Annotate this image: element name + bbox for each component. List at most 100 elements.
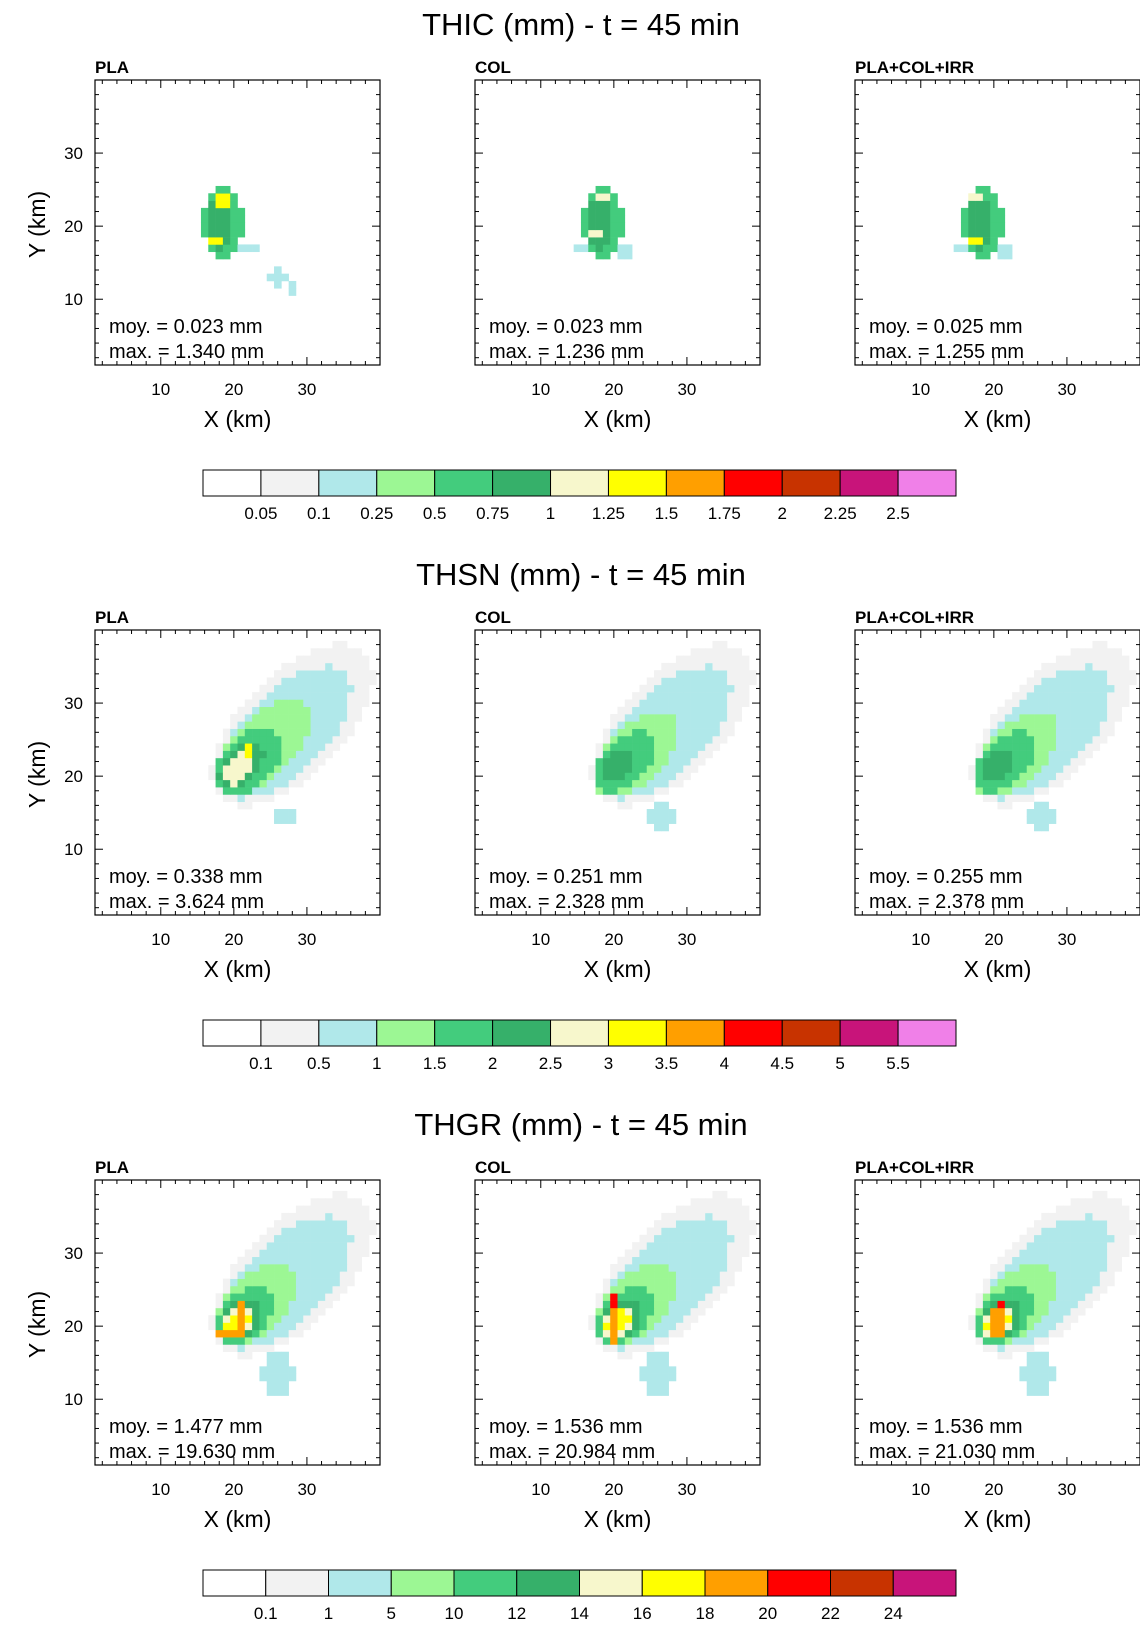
- data-cell: [347, 1264, 355, 1272]
- data-cell: [624, 714, 633, 722]
- data-cell: [654, 735, 662, 744]
- data-cell: [325, 743, 333, 751]
- data-cell: [252, 735, 260, 744]
- data-cell: [968, 1315, 976, 1323]
- data-cell: [274, 684, 282, 693]
- data-cell: [690, 757, 699, 766]
- panel-label: PLA+COL+IRR: [855, 1158, 974, 1177]
- data-cell: [654, 1285, 662, 1294]
- data-cell: [354, 1227, 363, 1236]
- data-cell: [624, 1271, 633, 1279]
- data-cell: [259, 735, 268, 744]
- data-cell: [646, 1344, 655, 1353]
- data-cell: [252, 244, 260, 253]
- field-cells: [573, 185, 633, 260]
- data-cell: [749, 1220, 757, 1228]
- data-cell: [1077, 1234, 1086, 1243]
- data-cell: [675, 1256, 684, 1265]
- data-cell: [303, 1307, 311, 1316]
- data-cell: [230, 779, 238, 788]
- data-cell: [705, 1220, 713, 1228]
- data-cell: [690, 699, 699, 708]
- data-cell: [646, 1234, 655, 1243]
- data-cell: [1129, 1227, 1137, 1236]
- data-cell: [200, 207, 209, 216]
- data-cell: [602, 728, 611, 737]
- data-cell: [266, 1256, 275, 1265]
- data-cell: [1041, 1220, 1049, 1228]
- panel-label: PLA+COL+IRR: [855, 58, 974, 77]
- data-cell: [683, 1315, 691, 1323]
- data-cell: [369, 670, 377, 678]
- data-cell: [1107, 655, 1115, 664]
- data-cell: [661, 1285, 669, 1294]
- data-cell: [1077, 1227, 1086, 1236]
- colorbar-swatch: [328, 1569, 392, 1597]
- data-cell: [610, 1300, 618, 1309]
- data-cell: [675, 655, 684, 664]
- data-cell: [288, 1315, 297, 1323]
- data-cell: [595, 750, 604, 759]
- colorbar-swatch: [781, 1019, 841, 1047]
- data-cell: [982, 1329, 991, 1338]
- data-cell: [303, 1227, 311, 1236]
- data-cell: [639, 1264, 648, 1272]
- data-cell: [1048, 699, 1057, 708]
- data-cell: [668, 1300, 677, 1309]
- data-cell: [1070, 692, 1079, 700]
- data-cell: [705, 1264, 713, 1272]
- data-cell: [968, 1322, 976, 1331]
- data-cell: [617, 1285, 626, 1294]
- data-cell: [1099, 648, 1108, 656]
- data-cell: [1041, 706, 1049, 715]
- data-cell: [610, 229, 618, 238]
- data-cell: [295, 677, 304, 686]
- colorbar-swatch: [830, 1569, 894, 1597]
- data-cell: [734, 1234, 743, 1243]
- data-cell: [1063, 662, 1071, 671]
- data-cell: [719, 728, 728, 737]
- data-cell: [1026, 1366, 1035, 1374]
- data-cell: [325, 735, 333, 744]
- data-cell: [215, 237, 224, 245]
- data-cell: [712, 1293, 721, 1301]
- data-cell: [1070, 1205, 1079, 1214]
- data-cell: [1107, 1271, 1115, 1279]
- data-cell: [266, 706, 275, 715]
- data-cell: [1077, 1198, 1086, 1206]
- data-cell: [990, 1293, 998, 1301]
- data-cell: [266, 273, 275, 282]
- colorbar-label: 1: [324, 1604, 333, 1623]
- data-cell: [624, 1344, 633, 1353]
- data-cell: [1019, 1285, 1028, 1294]
- y-tick-label: 30: [64, 694, 83, 713]
- data-cell: [252, 1307, 260, 1316]
- data-cell: [990, 1337, 998, 1345]
- data-cell: [1041, 1359, 1049, 1367]
- data-cell: [610, 1293, 618, 1301]
- data-cell: [712, 1205, 721, 1214]
- data-cell: [624, 794, 633, 803]
- data-cell: [1063, 670, 1071, 678]
- panel-label: PLA: [95, 58, 129, 77]
- data-cell: [654, 1271, 662, 1279]
- data-cell: [1099, 662, 1108, 671]
- data-cell: [1026, 735, 1035, 744]
- data-cell: [1107, 1227, 1115, 1236]
- data-cell: [675, 772, 684, 781]
- x-axis-label: X (km): [204, 1506, 272, 1532]
- data-cell: [332, 692, 341, 700]
- data-cell: [654, 1278, 662, 1287]
- data-cell: [697, 684, 706, 693]
- data-cell: [610, 215, 618, 223]
- data-cell: [1099, 1249, 1108, 1258]
- data-cell: [222, 244, 231, 253]
- data-cell: [1048, 670, 1057, 678]
- data-cell: [697, 670, 706, 678]
- data-cell: [354, 692, 363, 700]
- data-cell: [975, 1293, 984, 1301]
- data-cell: [997, 1315, 1006, 1323]
- data-cell: [222, 1293, 231, 1301]
- data-cell: [741, 1220, 750, 1228]
- data-cell: [288, 699, 297, 708]
